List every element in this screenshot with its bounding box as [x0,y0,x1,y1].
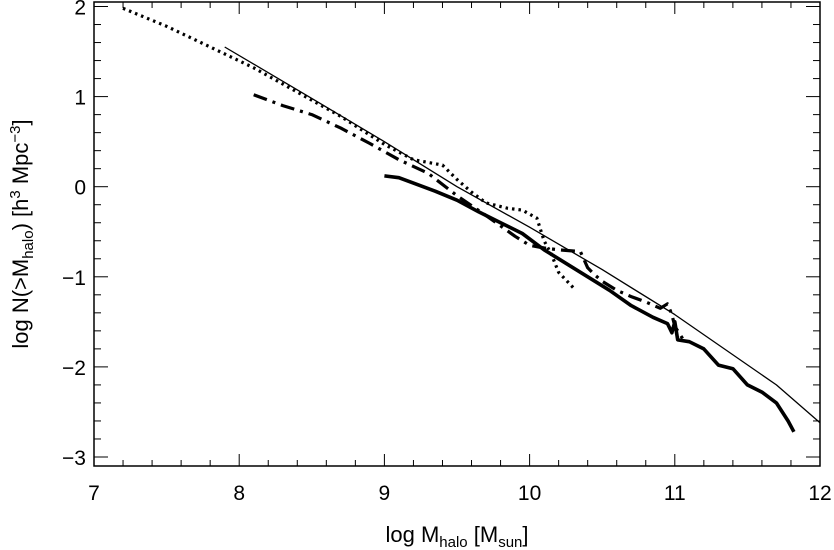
axis-ticks [93,2,821,466]
x-tick-label: 9 [379,482,391,505]
y-axis-title: log N(>Mhalo) [h3 Mpc−3] [7,119,37,348]
series-line-dotted [122,6,575,289]
series-line-thin-solid [224,46,821,424]
plot-frame [93,1,821,467]
y-tick-label: 1 [74,87,86,110]
x-tick-label: 12 [808,482,831,505]
series-line-dashed [253,93,685,341]
y-tick-label: −1 [62,267,86,290]
y-tick-label: 2 [74,0,86,20]
y-tick-label: −2 [62,357,86,380]
x-tick-label: 11 [664,482,686,505]
y-tick-label: 0 [74,177,86,200]
x-tick-label: 8 [233,482,245,505]
y-tick-label: −3 [62,447,86,470]
x-axis-title: log Mhalo [Msun] [385,522,528,550]
x-tick-label: 7 [88,482,100,505]
series-line-thick-solid [384,174,796,433]
x-tick-label: 10 [518,482,541,505]
data-series [122,6,821,433]
